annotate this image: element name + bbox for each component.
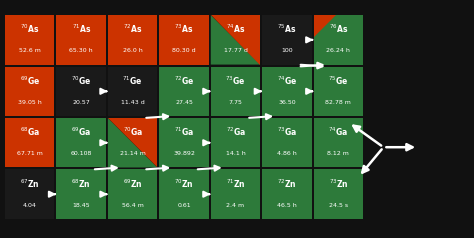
Text: 65.30 h: 65.30 h [69, 48, 93, 53]
Text: $^{68}$Ga: $^{68}$Ga [20, 126, 40, 138]
Polygon shape [211, 15, 260, 64]
Text: 82.78 m: 82.78 m [326, 100, 351, 105]
Text: $^{72}$Ga: $^{72}$Ga [226, 126, 246, 138]
Text: $^{69}$Zn: $^{69}$Zn [123, 177, 142, 189]
Text: 46.5 h: 46.5 h [277, 203, 297, 208]
Text: 0.61: 0.61 [177, 203, 191, 208]
Text: 24.5 s: 24.5 s [329, 203, 348, 208]
Text: 17.77 d: 17.77 d [224, 48, 247, 53]
Polygon shape [314, 15, 336, 37]
Text: 67.71 m: 67.71 m [17, 151, 43, 156]
Text: 100: 100 [281, 48, 293, 53]
Text: $^{72}$Zn: $^{72}$Zn [277, 177, 297, 189]
Bar [5, 169, 55, 219]
Text: $^{72}$As: $^{72}$As [123, 23, 142, 35]
Bar [314, 169, 363, 219]
Bar [262, 169, 312, 219]
Text: 4.04: 4.04 [23, 203, 36, 208]
Text: $^{74}$Ge: $^{74}$Ge [277, 74, 297, 87]
Bar [211, 169, 260, 219]
Text: $^{71}$As: $^{71}$As [72, 23, 91, 35]
Text: 39.892: 39.892 [173, 151, 195, 156]
Text: 21.14 m: 21.14 m [119, 151, 146, 156]
Polygon shape [108, 118, 157, 168]
Text: $^{71}$Ge: $^{71}$Ge [122, 74, 143, 87]
Text: $^{67}$Zn: $^{67}$Zn [20, 177, 39, 189]
Bar [159, 169, 209, 219]
Text: 26.24 h: 26.24 h [327, 48, 350, 53]
Text: $^{75}$As: $^{75}$As [277, 23, 297, 35]
Bar [159, 15, 209, 64]
Bar [56, 169, 106, 219]
Text: $^{75}$Ge: $^{75}$Ge [328, 74, 348, 87]
Text: $^{73}$As: $^{73}$As [174, 23, 194, 35]
Text: 8.12 m: 8.12 m [328, 151, 349, 156]
Text: $^{70}$Ga: $^{70}$Ga [123, 126, 143, 138]
Text: 2.4 m: 2.4 m [227, 203, 245, 208]
Bar [159, 118, 209, 168]
Text: 14.1 h: 14.1 h [226, 151, 246, 156]
Text: $^{69}$Ge: $^{69}$Ge [19, 74, 40, 87]
Bar [211, 118, 260, 168]
Text: 4.86 h: 4.86 h [277, 151, 297, 156]
Text: $^{76}$As: $^{76}$As [329, 23, 348, 35]
Polygon shape [108, 118, 157, 168]
Bar [314, 67, 363, 116]
Text: $^{73}$Zn: $^{73}$Zn [328, 177, 348, 189]
Text: 36.50: 36.50 [278, 100, 296, 105]
Bar [56, 118, 106, 168]
Bar [5, 67, 55, 116]
Bar [108, 67, 157, 116]
Bar [262, 15, 312, 64]
Text: $^{72}$Ge: $^{72}$Ge [174, 74, 194, 87]
Bar [108, 15, 157, 64]
Text: 56.4 m: 56.4 m [122, 203, 144, 208]
Bar [56, 67, 106, 116]
Text: 7.75: 7.75 [228, 100, 243, 105]
Text: $^{70}$Zn: $^{70}$Zn [174, 177, 194, 189]
Text: 26.0 h: 26.0 h [123, 48, 143, 53]
Bar [314, 118, 363, 168]
Bar [108, 169, 157, 219]
Text: $^{73}$Ge: $^{73}$Ge [225, 74, 246, 87]
Polygon shape [211, 15, 260, 64]
Text: $^{71}$Ga: $^{71}$Ga [174, 126, 194, 138]
Bar [211, 67, 260, 116]
Text: $^{70}$As: $^{70}$As [20, 23, 39, 35]
Bar [314, 15, 363, 64]
Bar [159, 67, 209, 116]
Text: 27.45: 27.45 [175, 100, 193, 105]
Text: 11.43 d: 11.43 d [121, 100, 145, 105]
Text: $^{73}$Ga: $^{73}$Ga [277, 126, 297, 138]
Text: 18.45: 18.45 [73, 203, 90, 208]
Text: 60.108: 60.108 [71, 151, 92, 156]
Text: 39.05 h: 39.05 h [18, 100, 42, 105]
Text: $^{74}$As: $^{74}$As [226, 23, 245, 35]
Text: 52.6 m: 52.6 m [19, 48, 41, 53]
Bar [262, 118, 312, 168]
Text: $^{71}$Zn: $^{71}$Zn [226, 177, 245, 189]
Bar [5, 118, 55, 168]
Text: 80.30 d: 80.30 d [172, 48, 196, 53]
Bar [5, 15, 55, 64]
Text: $^{68}$Zn: $^{68}$Zn [72, 177, 91, 189]
Bar [56, 15, 106, 64]
Text: $^{70}$Ge: $^{70}$Ge [71, 74, 91, 87]
Text: 20.57: 20.57 [72, 100, 90, 105]
Bar [262, 67, 312, 116]
Text: $^{74}$Ga: $^{74}$Ga [328, 126, 348, 138]
Text: $^{69}$Ga: $^{69}$Ga [71, 126, 91, 138]
